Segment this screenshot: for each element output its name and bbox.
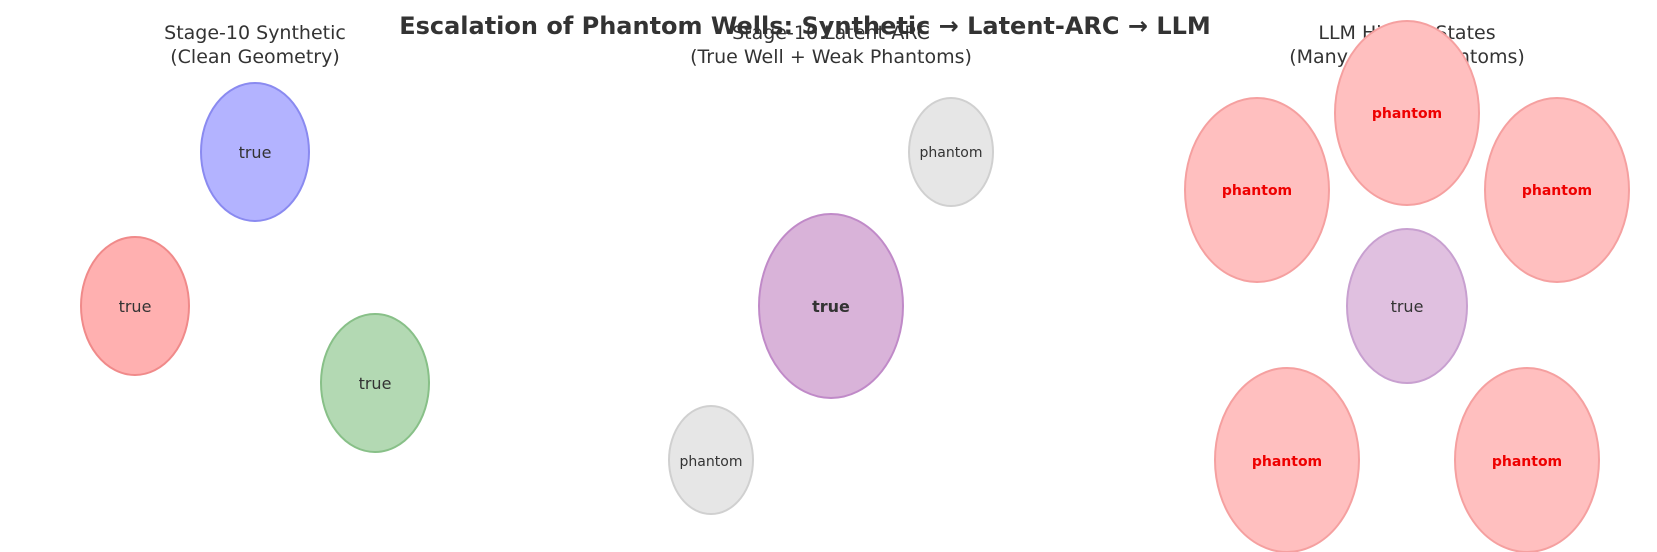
panel-2-well-true: true [758,213,904,399]
well-label: true [239,143,272,162]
main-title: Escalation of Phantom Wells: Synthetic →… [399,12,1211,40]
panel-1-well-1: true [200,82,310,222]
panel-2-well-phantom-bottom: phantom [668,405,754,515]
panel-3-well-phantom-right: phantom [1484,97,1630,283]
well-label: true [359,374,392,393]
well-label: phantom [920,145,983,161]
panel-3-well-phantom-bottom-right: phantom [1454,367,1600,552]
well-label: phantom [1522,183,1592,199]
well-label: phantom [1372,106,1442,122]
well-label: phantom [1492,454,1562,470]
well-label: true [1391,297,1424,316]
well-label: true [119,297,152,316]
panel-2-subtitle: (True Well + Weak Phantoms) [690,46,972,68]
panel-1-well-2: true [80,236,190,376]
well-label: phantom [1252,454,1322,470]
well-label: phantom [680,454,743,470]
well-label: phantom [1222,183,1292,199]
panel-1-well-3: true [320,313,430,453]
well-label: true [812,297,850,316]
panel-3-well-phantom-left: phantom [1184,97,1330,283]
panel-1-title: Stage-10 Synthetic [164,22,346,44]
panel-1-subtitle: (Clean Geometry) [170,46,340,68]
panel-2-well-phantom-top: phantom [908,97,994,207]
panel-3-well-phantom-top: phantom [1334,20,1480,206]
panel-3-well-true: true [1346,228,1468,384]
panel-3-well-phantom-bottom-left: phantom [1214,367,1360,552]
panel-2-title: Stage-10 Latent-ARC [732,22,930,44]
